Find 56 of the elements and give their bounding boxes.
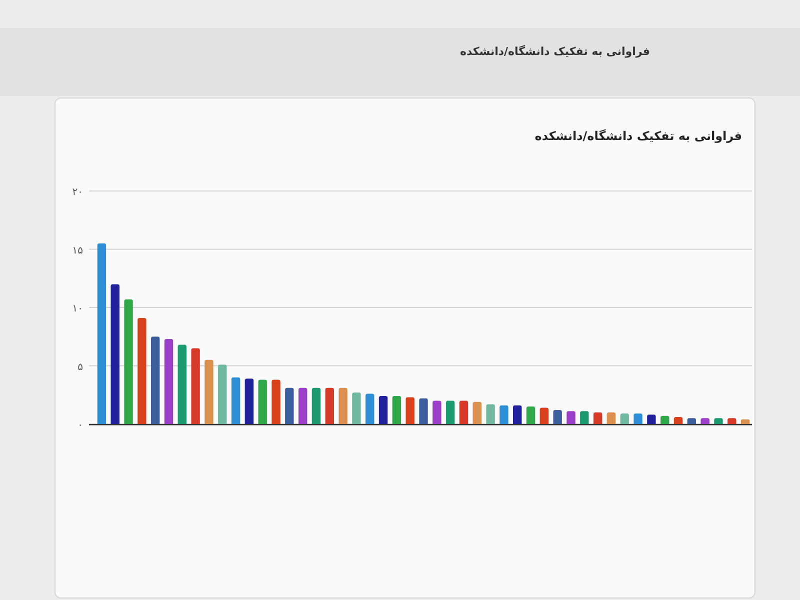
bar [580, 411, 589, 424]
bar [606, 412, 616, 424]
bar [634, 414, 642, 424]
bar [352, 392, 361, 424]
bar [110, 284, 120, 424]
bar [258, 380, 267, 424]
bar [392, 396, 402, 424]
bar [500, 405, 508, 424]
bar [728, 418, 736, 424]
bar [740, 419, 750, 424]
bar [620, 414, 629, 424]
bar [553, 410, 562, 424]
bar [138, 318, 146, 424]
bar [312, 388, 321, 424]
bar [325, 388, 334, 424]
bar [366, 394, 374, 424]
y-tick-label: ۵ [78, 362, 83, 373]
bar [687, 418, 696, 424]
bar [406, 397, 414, 424]
bar [674, 417, 683, 424]
bar [164, 338, 174, 424]
bar [700, 418, 710, 424]
bar [647, 414, 656, 424]
bar [472, 402, 482, 424]
bar [419, 398, 428, 424]
bar [204, 360, 214, 424]
bar [285, 388, 294, 424]
chart-title: فراوانی به تفکیک دانشگاه/دانشکده [534, 129, 742, 143]
bar [218, 364, 227, 424]
bar [566, 411, 576, 424]
bar [540, 408, 549, 424]
bar [446, 400, 455, 424]
bar [124, 299, 133, 424]
bar [714, 418, 723, 424]
bar [459, 400, 468, 424]
text: فراوانی به تفکیک دانشگاه/دانشکده [460, 45, 650, 58]
bar [231, 377, 240, 424]
y-tick-label: ۱۵ [72, 245, 83, 256]
bar [298, 388, 308, 424]
bar [150, 336, 160, 424]
bar [97, 243, 106, 424]
y-tick-label: ۱۰ [72, 304, 83, 314]
bar [593, 412, 602, 424]
bar [191, 348, 200, 424]
bar [338, 388, 348, 424]
bar [526, 406, 536, 424]
bar [486, 404, 495, 424]
y-tick-label: ۰ [78, 420, 83, 431]
bar [178, 344, 187, 424]
bar [378, 396, 388, 424]
bar [660, 416, 670, 424]
bar [244, 378, 254, 424]
bar [432, 400, 442, 424]
bar [513, 405, 522, 424]
bar [272, 380, 280, 424]
y-tick-label: ۲۰ [72, 187, 83, 198]
